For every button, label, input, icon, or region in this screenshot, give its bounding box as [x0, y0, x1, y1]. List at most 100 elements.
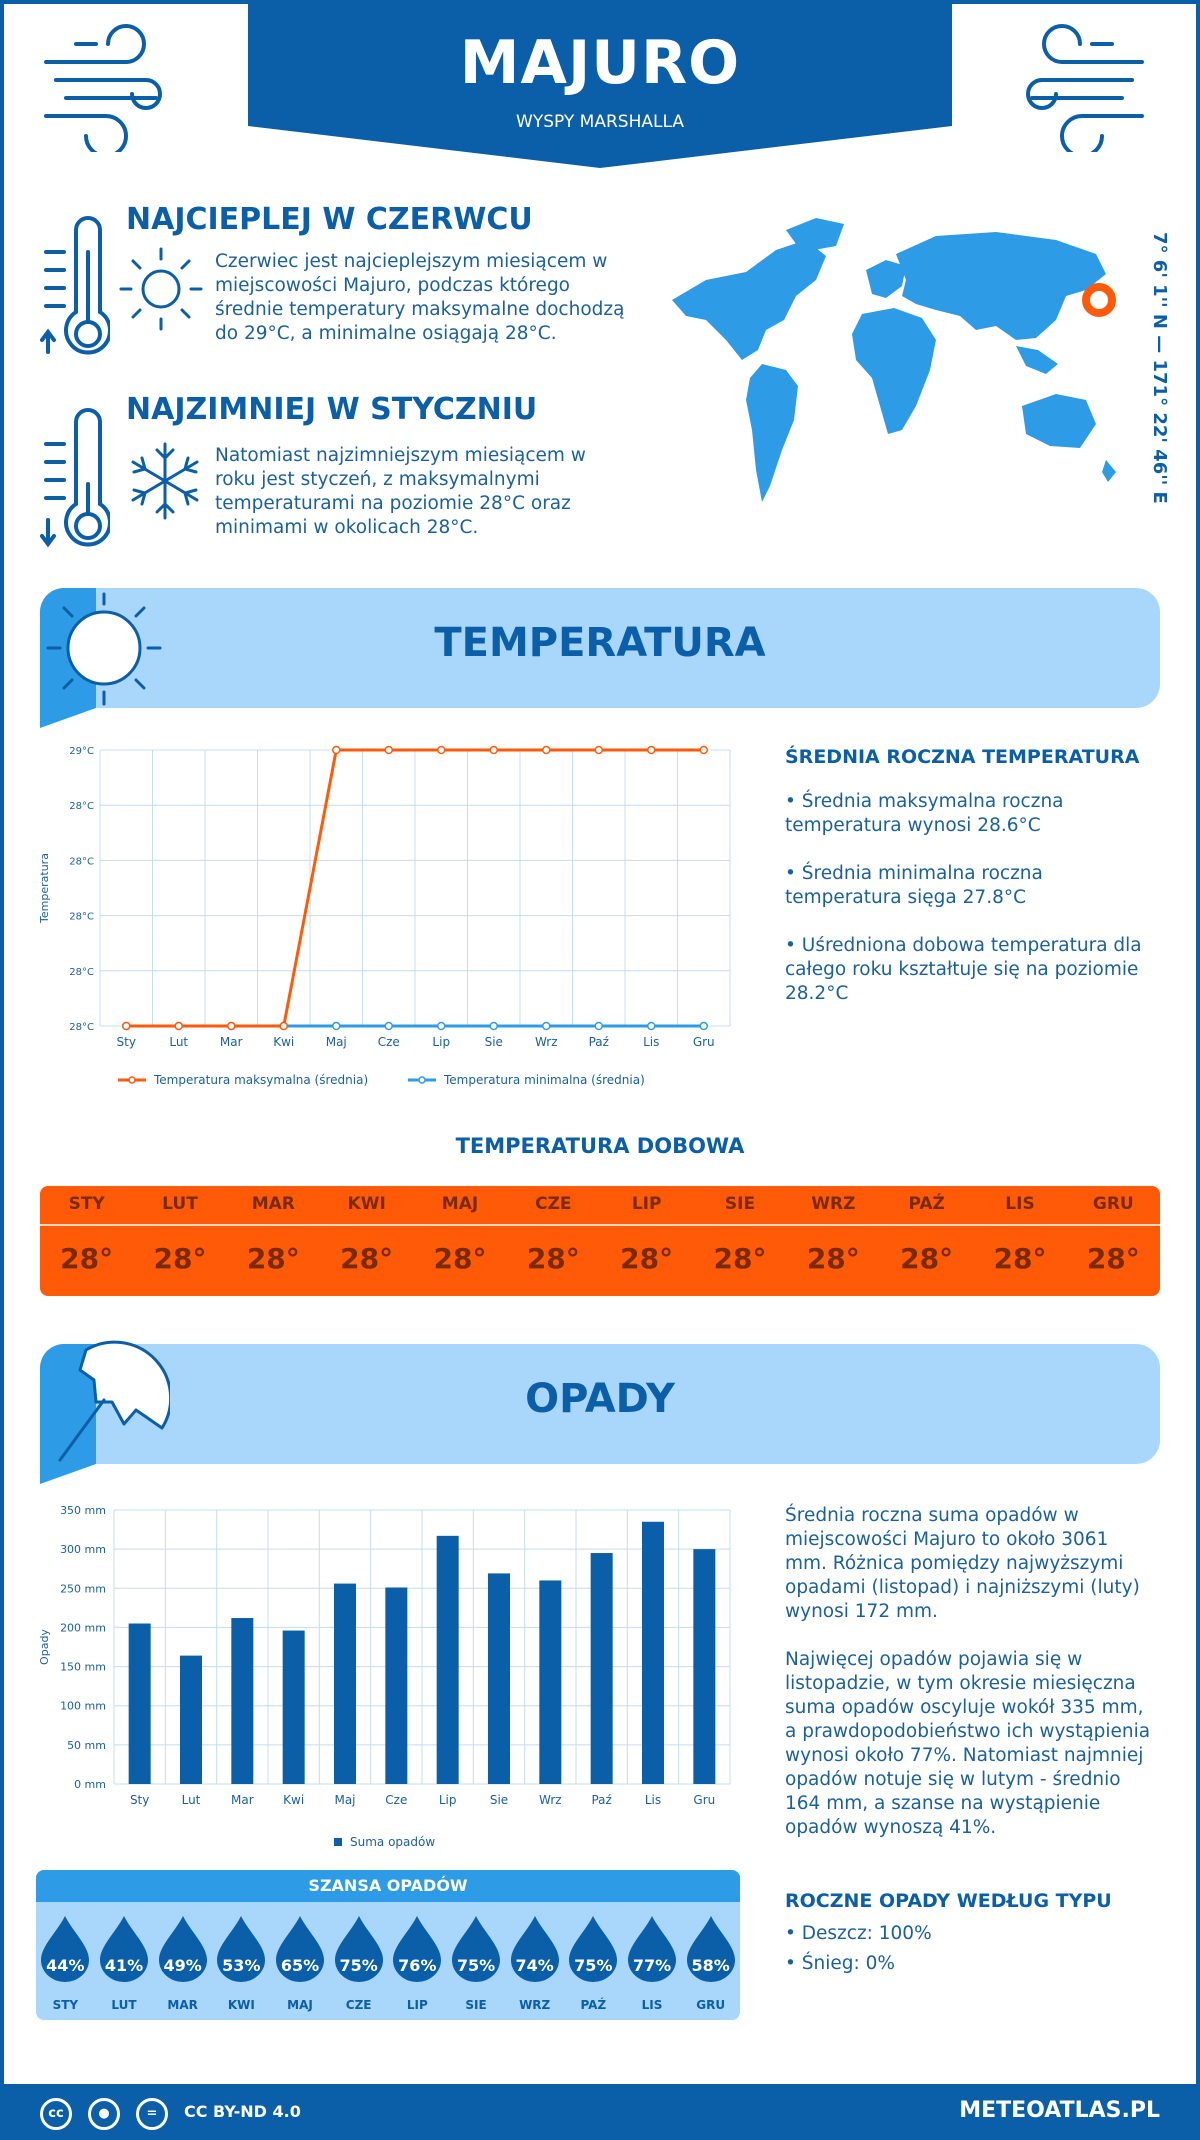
temp-bullet-1: • Średnia maksymalna roczna temperatura …: [785, 791, 1064, 836]
y-tick-label: 100 mm: [60, 1700, 106, 1713]
chance-value: 44%: [46, 1956, 85, 1975]
rain-corner-icon: [40, 1344, 96, 1484]
chance-month-label: GRU: [696, 1998, 726, 2012]
y-tick-label: 150 mm: [60, 1661, 106, 1674]
y-tick-label: 0 mm: [74, 1778, 106, 1791]
raindrop-icon: [510, 1916, 559, 1982]
x-tick-label: Paź: [591, 1793, 611, 1807]
y-tick-label: 29°C: [69, 746, 94, 757]
data-point: [647, 1021, 656, 1031]
data-point: [437, 745, 446, 755]
data-point: [594, 1021, 603, 1031]
snowflake-icon: [131, 442, 199, 520]
data-point: [174, 1021, 183, 1031]
raindrop-icon: [686, 1916, 735, 1982]
chance-value: 75%: [339, 1956, 378, 1975]
y-tick-label: 28°C: [69, 801, 94, 812]
nd-icon: =: [136, 2098, 168, 2130]
y-tick-label: 350 mm: [60, 1504, 106, 1517]
hottest-text: Czerwiec jest najcieplejszym miesiącem w…: [215, 251, 625, 344]
raindrop-icon: [452, 1916, 500, 1982]
temp-bullet-2: • Średnia minimalna roczna temperatura s…: [785, 863, 1043, 908]
data-point: [332, 745, 341, 755]
raindrop-shape: [686, 1916, 735, 1982]
precip-type-heading: ROCZNE OPADY WEDŁUG TYPU: [785, 1890, 1112, 1912]
legend-marker: [128, 1076, 136, 1084]
daily-temp-value: 28°: [246, 1242, 300, 1275]
raindrop-icon: [569, 1916, 618, 1982]
y-tick-label: 28°C: [69, 967, 94, 978]
by-icon: ●: [88, 2098, 120, 2130]
title-banner: [248, 0, 952, 168]
chance-value: 65%: [280, 1956, 320, 1975]
license-label[interactable]: CC BY-ND 4.0: [184, 2102, 301, 2121]
raindrop-shape: [393, 1916, 442, 1982]
raindrop-icon: [217, 1916, 266, 1982]
daily-temp-value: 28°: [620, 1242, 674, 1275]
chance-month-label: PAŹ: [580, 1998, 607, 2012]
bar: [385, 1587, 408, 1784]
x-tick-label: Gru: [693, 1793, 715, 1807]
bar: [282, 1630, 305, 1784]
location-marker: [1082, 283, 1116, 317]
raindrop-shape: [334, 1916, 383, 1982]
chance-value: 74%: [515, 1956, 554, 1975]
precip-text-1: Średnia roczna suma opadów w miejscowośc…: [785, 1505, 1140, 1622]
data-point: [227, 1021, 236, 1031]
daily-month-label: CZE: [535, 1194, 572, 1214]
daily-month-label: STY: [68, 1194, 105, 1214]
chance-month-label: STY: [52, 1998, 79, 2012]
chance-value: 77%: [632, 1956, 672, 1975]
chance-value: 49%: [163, 1956, 202, 1975]
y-tick-label: 250 mm: [60, 1582, 106, 1595]
legend-label: Suma opadów: [350, 1835, 435, 1849]
data-point: [279, 1021, 288, 1031]
x-tick-label: Lip: [432, 1035, 450, 1049]
x-tick-label: Lis: [643, 1035, 659, 1049]
y-tick-label: 50 mm: [67, 1739, 106, 1752]
daily-temp-title: TEMPERATURA DOBOWA: [455, 1134, 745, 1158]
daily-temp-value: 28°: [900, 1242, 954, 1275]
daily-month-label: PAŹ: [908, 1194, 945, 1214]
raindrop-icon: [276, 1916, 324, 1982]
country-name: WYSPY MARSHALLA: [516, 112, 684, 132]
data-point: [489, 1021, 498, 1031]
raindrop-icon: [628, 1916, 676, 1982]
raindrop-icon: [100, 1916, 148, 1982]
x-tick-label: Sty: [117, 1035, 136, 1049]
raindrop-icon: [41, 1916, 90, 1982]
raindrop-icon: [334, 1916, 383, 1982]
x-tick-label: Cze: [385, 1793, 407, 1807]
bar: [642, 1521, 664, 1784]
data-point: [384, 1021, 393, 1031]
hottest-title: NAJCIEPLEJ W CZERWCU: [126, 202, 533, 237]
daily-month-label: KWI: [347, 1194, 386, 1214]
chance-month-label: SIE: [465, 1998, 487, 2012]
daily-month-label: LIS: [1005, 1194, 1035, 1214]
bar: [334, 1583, 356, 1784]
bar: [488, 1573, 510, 1784]
raindrop-shape: [569, 1916, 618, 1982]
x-tick-label: Wrz: [535, 1035, 558, 1049]
x-tick-label: Lut: [169, 1035, 188, 1049]
data-point: [122, 1021, 131, 1031]
chance-month-label: LIS: [641, 1998, 663, 2012]
y-axis-label: Opady: [38, 1629, 51, 1665]
x-tick-label: Kwi: [273, 1035, 294, 1049]
data-point: [384, 745, 393, 755]
coordinates: 7° 6' 1'' N — 171° 22' 46'' E: [1149, 232, 1170, 504]
y-tick-label: 200 mm: [60, 1621, 106, 1634]
precipitation-chart: 0 mm 50 mm 100 mm 150 mm 200 mm 250 mm 300 mm 3…: [38, 1504, 731, 1849]
data-point: [699, 1021, 708, 1031]
raindrop-icon: [393, 1916, 442, 1982]
chance-month-label: CZE: [345, 1998, 372, 2012]
chance-month-label: WRZ: [519, 1998, 551, 2012]
cc-icon: cc: [40, 2098, 72, 2130]
site-link[interactable]: METEOATLAS.PL: [959, 2098, 1160, 2123]
daily-month-label: MAJ: [441, 1194, 479, 1214]
wind-icon: [1026, 24, 1144, 152]
coldest-title: NAJZIMNIEJ W STYCZNIU: [126, 392, 538, 427]
bar: [128, 1623, 151, 1784]
raindrop-shape: [510, 1916, 559, 1982]
raindrop-shape: [276, 1916, 324, 1982]
